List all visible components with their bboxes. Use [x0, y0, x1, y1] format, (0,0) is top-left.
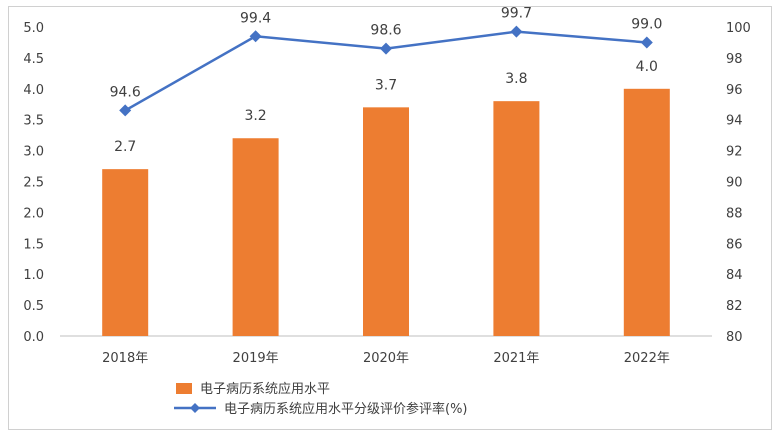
right-tick-label: 88: [726, 206, 743, 221]
legend-line-marker: [190, 403, 200, 413]
left-tick-label: 3.5: [23, 114, 44, 129]
bar: [623, 88, 670, 336]
x-tick-label: 2021年: [493, 351, 539, 366]
left-axis-ticks: 0.0 0.5 1.0 1.5 2.0 2.5 3.0 3.5 4.0 4.5 5.0: [23, 21, 44, 345]
right-tick-label: 84: [726, 268, 743, 283]
line-point-marker: [249, 30, 262, 43]
line-value-label: 99.0: [631, 16, 662, 32]
legend-bar-label: 电子病历系统应用水平: [200, 381, 330, 397]
right-tick-label: 96: [726, 83, 743, 98]
line-value-label: 98.6: [370, 23, 401, 39]
legend-line-label: 电子病历系统应用水平分级评价参评率(%): [224, 401, 468, 417]
right-tick-label: 94: [726, 114, 743, 129]
line-value-label: 99.4: [240, 10, 271, 26]
left-tick-label: 2.5: [23, 176, 44, 191]
bar-value-label: 4.0: [636, 59, 658, 75]
left-tick-label: 2.0: [23, 206, 44, 221]
right-tick-label: 86: [726, 237, 743, 252]
right-tick-label: 98: [726, 52, 743, 67]
right-tick-label: 90: [726, 176, 743, 191]
line-series: [119, 25, 653, 117]
right-tick-label: 100: [726, 21, 751, 36]
line-value-label: 94.6: [110, 84, 141, 100]
left-tick-label: 4.0: [23, 83, 44, 98]
bar-series: [102, 88, 670, 336]
left-tick-label: 0.0: [23, 330, 44, 345]
bar-value-label: 3.2: [244, 108, 266, 124]
right-tick-label: 92: [726, 145, 743, 160]
line-point-marker: [510, 25, 523, 38]
right-tick-label: 80: [726, 330, 743, 345]
x-axis-labels: 2018年 2019年 2020年 2021年 2022年: [102, 351, 670, 366]
bar-value-label: 3.7: [375, 77, 397, 93]
legend-bar-swatch: [176, 383, 192, 394]
bar: [363, 107, 409, 336]
x-tick-label: 2018年: [102, 351, 148, 366]
left-tick-label: 5.0: [23, 21, 44, 36]
right-tick-label: 82: [726, 299, 743, 314]
bar-data-labels: 2.7 3.2 3.7 3.8 4.0: [114, 59, 658, 155]
bar-value-label: 2.7: [114, 139, 136, 155]
left-tick-label: 1.0: [23, 268, 44, 283]
bar: [493, 101, 540, 336]
x-tick-label: 2022年: [624, 351, 670, 366]
bar: [102, 169, 149, 336]
line-point-marker: [380, 42, 392, 55]
line-data-labels: 94.6 99.4 98.6 99.7 99.0: [110, 6, 663, 101]
right-axis-ticks: 80 82 84 86 88 90 92 94 96 98 100: [726, 21, 751, 345]
left-tick-label: 1.5: [23, 237, 44, 252]
line-point-marker: [119, 104, 132, 117]
bar: [232, 138, 279, 336]
left-tick-label: 3.0: [23, 145, 44, 160]
x-tick-label: 2019年: [233, 351, 279, 366]
x-tick-label: 2020年: [363, 351, 409, 366]
bar-value-label: 3.8: [505, 71, 527, 87]
left-tick-label: 4.5: [23, 52, 44, 67]
legend: 电子病历系统应用水平 电子病历系统应用水平分级评价参评率(%): [174, 381, 468, 417]
line-value-label: 99.7: [501, 6, 532, 22]
left-tick-label: 0.5: [23, 299, 44, 314]
line-point-marker: [640, 36, 653, 49]
